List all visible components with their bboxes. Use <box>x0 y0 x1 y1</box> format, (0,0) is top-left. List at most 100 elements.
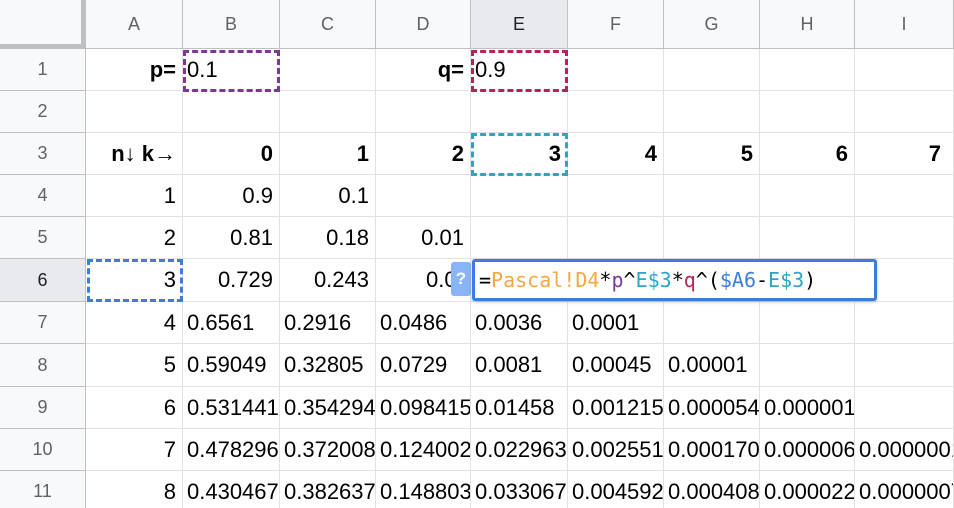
cell-i2[interactable] <box>855 91 954 133</box>
cell-h7[interactable] <box>760 302 855 344</box>
cell-c1[interactable] <box>280 49 376 91</box>
cell-d9[interactable]: 0.098415 <box>376 387 471 429</box>
cell-e10[interactable]: 0.0229635 <box>471 429 568 471</box>
cell-a10[interactable]: 7 <box>86 429 183 471</box>
cell-e2[interactable] <box>471 91 568 133</box>
row-header-11[interactable]: 11 <box>0 471 86 508</box>
column-header-a[interactable]: A <box>86 0 183 49</box>
cell-a8[interactable]: 5 <box>86 344 183 387</box>
cell-i8[interactable] <box>855 344 954 387</box>
cell-b3[interactable]: 0 <box>183 133 280 175</box>
cell-g1[interactable] <box>664 49 760 91</box>
cell-a5[interactable]: 2 <box>86 217 183 259</box>
formula-help-icon[interactable]: ? <box>451 262 471 296</box>
cell-b10[interactable]: 0.4782969 <box>183 429 280 471</box>
cell-b6[interactable]: 0.729 <box>183 259 280 302</box>
cell-c5[interactable]: 0.18 <box>280 217 376 259</box>
cell-a1[interactable]: p= <box>86 49 183 91</box>
row-header-1[interactable]: 1 <box>0 49 86 91</box>
cell-h9[interactable]: 0.000001 <box>760 387 855 429</box>
cell-c3[interactable]: 1 <box>280 133 376 175</box>
cell-d1[interactable]: q= <box>376 49 471 91</box>
column-header-i[interactable]: I <box>855 0 954 49</box>
cell-a4[interactable]: 1 <box>86 175 183 217</box>
cell-f1[interactable] <box>568 49 664 91</box>
cell-c11[interactable]: 0.38263752 <box>280 471 376 508</box>
cell-b5[interactable]: 0.81 <box>183 217 280 259</box>
cell-h4[interactable] <box>760 175 855 217</box>
cell-b7[interactable]: 0.6561 <box>183 302 280 344</box>
row-header-4[interactable]: 4 <box>0 175 86 217</box>
cell-a3[interactable]: n↓ k→ <box>86 133 183 175</box>
cell-e5[interactable] <box>471 217 568 259</box>
cell-d10[interactable]: 0.1240029 <box>376 429 471 471</box>
cell-g7[interactable] <box>664 302 760 344</box>
cell-h2[interactable] <box>760 91 855 133</box>
cell-h10[interactable]: 0.0000063 <box>760 429 855 471</box>
cell-d3[interactable]: 2 <box>376 133 471 175</box>
column-header-c[interactable]: C <box>280 0 376 49</box>
cell-a11[interactable]: 8 <box>86 471 183 508</box>
cell-b4[interactable]: 0.9 <box>183 175 280 217</box>
cell-e1[interactable]: 0.9 <box>471 49 568 91</box>
row-header-7[interactable]: 7 <box>0 302 86 344</box>
frozen-column-handle[interactable] <box>81 0 85 49</box>
cell-i7[interactable] <box>855 302 954 344</box>
cell-c7[interactable]: 0.2916 <box>280 302 376 344</box>
column-header-f[interactable]: F <box>568 0 664 49</box>
cell-b9[interactable]: 0.531441 <box>183 387 280 429</box>
cell-g3[interactable]: 5 <box>664 133 760 175</box>
cell-i10[interactable]: 0.0000001 <box>855 429 954 471</box>
cell-c4[interactable]: 0.1 <box>280 175 376 217</box>
cell-e3[interactable]: 3 <box>471 133 568 175</box>
cell-e9[interactable]: 0.01458 <box>471 387 568 429</box>
cell-c10[interactable]: 0.3720087 <box>280 429 376 471</box>
cell-g11[interactable]: 0.0004082 <box>664 471 760 508</box>
cell-e11[interactable]: 0.0330674 <box>471 471 568 508</box>
cell-c6[interactable]: 0.243 <box>280 259 376 302</box>
cell-f2[interactable] <box>568 91 664 133</box>
cell-b8[interactable]: 0.59049 <box>183 344 280 387</box>
cell-c2[interactable] <box>280 91 376 133</box>
row-header-2[interactable]: 2 <box>0 91 86 133</box>
cell-a9[interactable]: 6 <box>86 387 183 429</box>
cell-f3[interactable]: 4 <box>568 133 664 175</box>
cell-e4[interactable] <box>471 175 568 217</box>
cell-i9[interactable] <box>855 387 954 429</box>
row-header-8[interactable]: 8 <box>0 344 86 387</box>
cell-b1[interactable]: 0.1 <box>183 49 280 91</box>
column-header-e[interactable]: E <box>471 0 568 49</box>
cell-f9[interactable]: 0.001215 <box>568 387 664 429</box>
cell-a2[interactable] <box>86 91 183 133</box>
cell-d11[interactable]: 0.1488035 <box>376 471 471 508</box>
cell-d5[interactable]: 0.01 <box>376 217 471 259</box>
cell-g5[interactable] <box>664 217 760 259</box>
cell-i5[interactable] <box>855 217 954 259</box>
cell-i4[interactable] <box>855 175 954 217</box>
cell-a6[interactable]: 3 <box>86 259 183 302</box>
cell-e8[interactable]: 0.0081 <box>471 344 568 387</box>
formula-editor[interactable]: =Pascal!D4*p^E$3*q^($A6-E$3) <box>472 259 877 301</box>
cell-b11[interactable]: 0.43046721 <box>183 471 280 508</box>
select-all-corner[interactable] <box>0 0 86 49</box>
cell-h1[interactable] <box>760 49 855 91</box>
cell-d8[interactable]: 0.0729 <box>376 344 471 387</box>
cell-a7[interactable]: 4 <box>86 302 183 344</box>
column-header-g[interactable]: G <box>664 0 760 49</box>
cell-h8[interactable] <box>760 344 855 387</box>
cell-f10[interactable]: 0.0025515 <box>568 429 664 471</box>
cell-b2[interactable] <box>183 91 280 133</box>
cell-d4[interactable] <box>376 175 471 217</box>
cell-i3[interactable]: 7 <box>855 133 954 175</box>
column-header-d[interactable]: D <box>376 0 471 49</box>
cell-d7[interactable]: 0.0486 <box>376 302 471 344</box>
cell-h11[interactable]: 0.0000227 <box>760 471 855 508</box>
cell-g8[interactable]: 0.00001 <box>664 344 760 387</box>
cell-f11[interactable]: 0.0045927 <box>568 471 664 508</box>
cell-d2[interactable] <box>376 91 471 133</box>
row-header-10[interactable]: 10 <box>0 429 86 471</box>
cell-f5[interactable] <box>568 217 664 259</box>
cell-g4[interactable] <box>664 175 760 217</box>
frozen-row-handle[interactable] <box>0 44 86 48</box>
